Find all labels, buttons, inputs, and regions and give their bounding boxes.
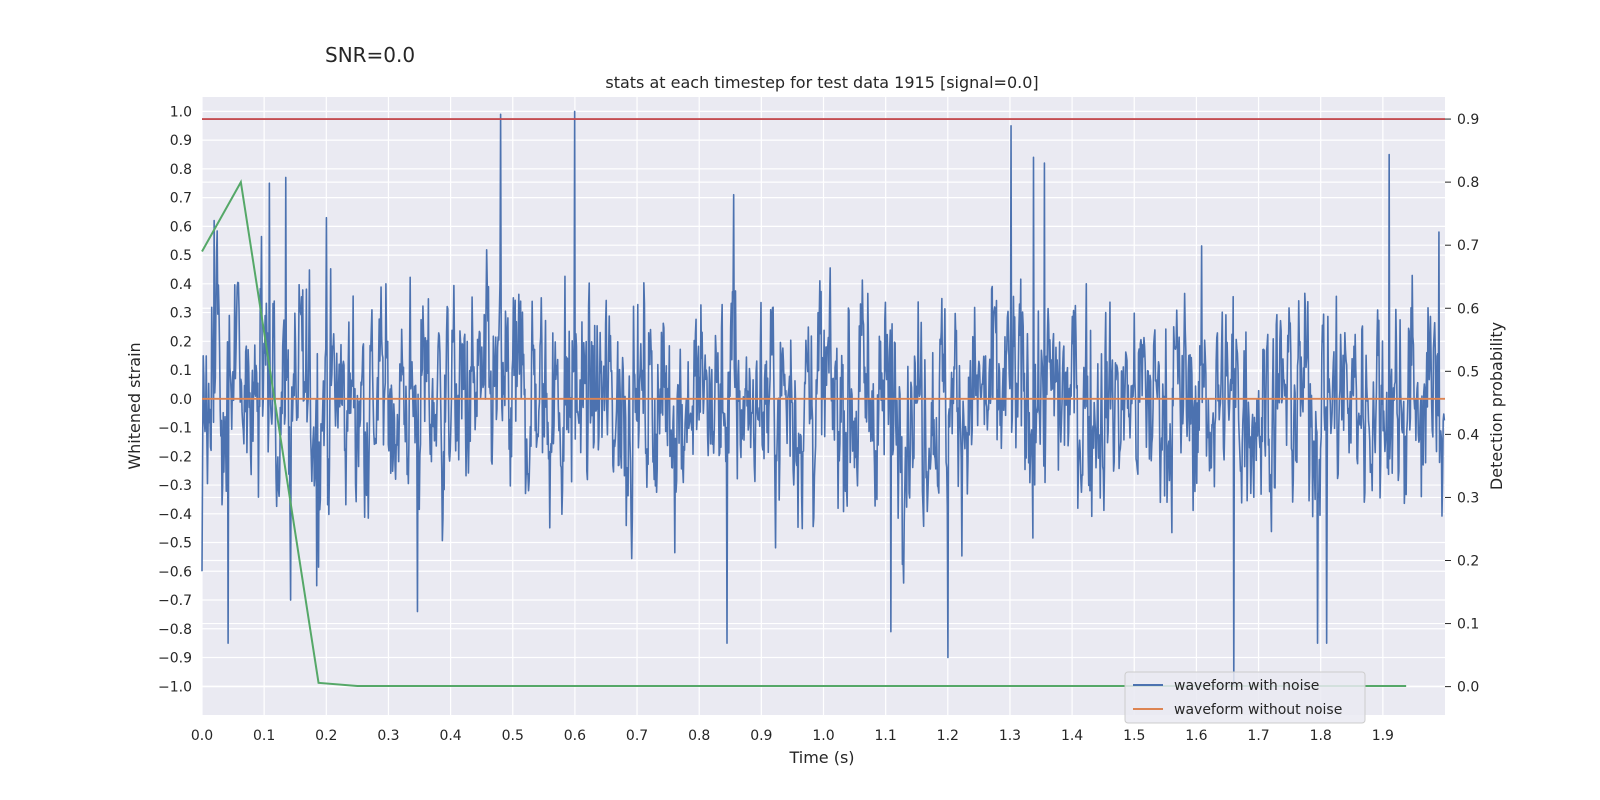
y-tick-label: 0.7 bbox=[170, 191, 192, 207]
x-tick-label: 1.0 bbox=[812, 728, 834, 744]
chart-title: stats at each timestep for test data 191… bbox=[605, 73, 1038, 92]
y2-tick-label: 0.7 bbox=[1457, 238, 1479, 254]
y2-tick-label: 0.8 bbox=[1457, 175, 1479, 191]
y2-axis-ticks: 0.9 0.8 0.7 0.6 0.5 0.4 0.3 0.2 0.1 0.0 bbox=[1445, 112, 1479, 696]
y-tick-label: 0.3 bbox=[170, 306, 192, 322]
x-axis-ticks: 0.0 0.1 0.2 0.3 0.4 0.5 0.6 0.7 0.8 0.9 1.0 1.1 1.2 1… bbox=[191, 728, 1394, 744]
x-tick-label: 1.7 bbox=[1247, 728, 1269, 744]
x-tick-label: 0.1 bbox=[253, 728, 275, 744]
x-tick-label: 0.4 bbox=[439, 728, 461, 744]
legend-label-noise: waveform with noise bbox=[1174, 678, 1319, 694]
y-tick-label: −0.9 bbox=[158, 651, 192, 667]
x-tick-label: 1.2 bbox=[937, 728, 959, 744]
x-tick-label: 0.5 bbox=[502, 728, 524, 744]
x-tick-label: 0.0 bbox=[191, 728, 213, 744]
y2-tick-label: 0.5 bbox=[1457, 364, 1479, 380]
legend-box bbox=[1124, 671, 1366, 724]
y-tick-label: 1.0 bbox=[170, 104, 192, 120]
x-tick-label: 0.6 bbox=[564, 728, 586, 744]
x-tick-label: 1.9 bbox=[1372, 728, 1394, 744]
y2-axis-label: Detection probability bbox=[1487, 322, 1506, 490]
x-tick-label: 1.6 bbox=[1185, 728, 1207, 744]
y-tick-label: 0.1 bbox=[170, 363, 192, 379]
y-tick-label: 0.5 bbox=[170, 248, 192, 264]
y2-tick-label: 0.9 bbox=[1457, 112, 1479, 128]
y-tick-label: −0.5 bbox=[158, 536, 192, 552]
y-tick-label: −0.1 bbox=[158, 421, 192, 437]
series-waveform-with-noise bbox=[201, 110, 1446, 688]
x-tick-label: 0.3 bbox=[377, 728, 399, 744]
y-tick-label: 0.6 bbox=[170, 219, 192, 235]
y-tick-label: −0.3 bbox=[158, 478, 192, 494]
x-tick-label: 1.4 bbox=[1061, 728, 1083, 744]
chart-suptitle: SNR=0.0 bbox=[325, 43, 415, 67]
x-tick-label: 0.9 bbox=[750, 728, 772, 744]
y-axis-ticks: 1.0 0.9 0.8 0.7 0.6 0.5 0.4 0.3 0.2 0.1 0.0 −0.1 −0.… bbox=[158, 104, 192, 695]
y-tick-label: −0.6 bbox=[158, 564, 192, 580]
y2-tick-label: 0.1 bbox=[1457, 617, 1479, 633]
series-detection-probability bbox=[201, 179, 1407, 687]
y-tick-label: 0.0 bbox=[170, 392, 192, 408]
y-tick-label: 0.9 bbox=[170, 133, 192, 149]
y-tick-label: 0.4 bbox=[170, 277, 192, 293]
line-waveform-with-noise bbox=[201, 110, 1446, 688]
x-tick-label: 1.3 bbox=[999, 728, 1021, 744]
y2-tick-label: 0.6 bbox=[1457, 301, 1479, 317]
legend: waveform with noise waveform without noi… bbox=[1124, 671, 1366, 724]
y-tick-label: −1.0 bbox=[158, 679, 192, 695]
x-tick-label: 0.8 bbox=[688, 728, 710, 744]
x-tick-label: 0.7 bbox=[626, 728, 648, 744]
x-tick-label: 1.5 bbox=[1123, 728, 1145, 744]
x-axis-label: Time (s) bbox=[788, 748, 854, 767]
y-tick-label: 0.8 bbox=[170, 162, 192, 178]
y2-tick-label: 0.0 bbox=[1457, 680, 1479, 696]
y-tick-label: −0.4 bbox=[158, 507, 192, 523]
y-tick-label: −0.7 bbox=[158, 593, 192, 609]
y2-tick-label: 0.4 bbox=[1457, 427, 1479, 443]
y2-tick-label: 0.2 bbox=[1457, 554, 1479, 570]
y-tick-label: −0.2 bbox=[158, 449, 192, 465]
x-tick-label: 0.2 bbox=[315, 728, 337, 744]
legend-label-clean: waveform without noise bbox=[1174, 702, 1342, 718]
y-axis-label: Whitened strain bbox=[125, 342, 144, 469]
y2-tick-label: 0.3 bbox=[1457, 490, 1479, 506]
y-tick-label: −0.8 bbox=[158, 622, 192, 638]
y-tick-label: 0.2 bbox=[170, 334, 192, 350]
x-tick-label: 1.1 bbox=[875, 728, 897, 744]
x-tick-label: 1.8 bbox=[1310, 728, 1332, 744]
line-detection-probability bbox=[201, 179, 1407, 687]
